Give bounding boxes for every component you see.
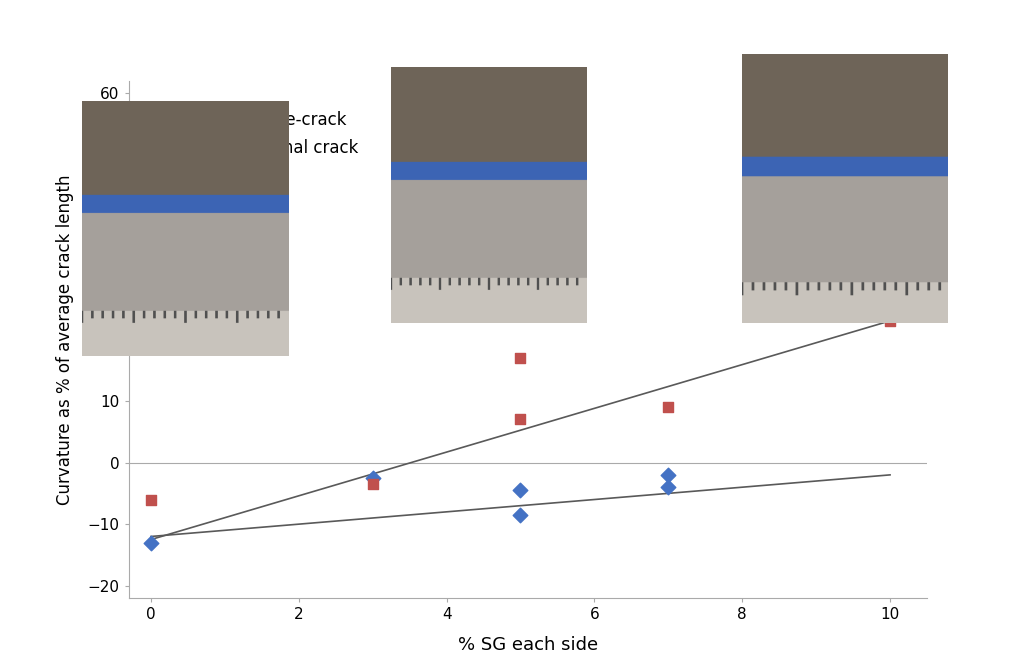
Final crack — [143, 494, 160, 505]
Pre-crack — [365, 472, 381, 483]
Pre-crack — [660, 482, 677, 493]
X-axis label: % SG each side: % SG each side — [457, 636, 598, 654]
Final crack — [365, 478, 381, 489]
Final crack — [882, 316, 898, 327]
Legend: Pre-crack, Final crack: Pre-crack, Final crack — [233, 105, 365, 164]
Final crack — [660, 402, 677, 413]
Pre-crack — [512, 485, 528, 496]
Final crack — [512, 353, 528, 364]
Pre-crack — [143, 538, 160, 548]
Final crack — [512, 414, 528, 425]
Y-axis label: Curvature as % of average crack length: Curvature as % of average crack length — [56, 174, 74, 505]
Pre-crack — [512, 509, 528, 520]
Pre-crack — [660, 470, 677, 480]
